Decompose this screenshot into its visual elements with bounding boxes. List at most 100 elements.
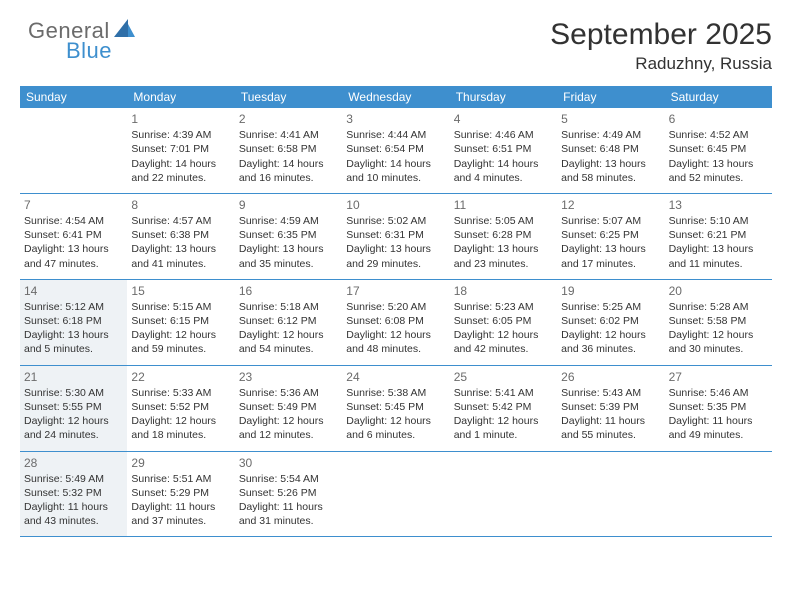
daylight-text: Daylight: 12 hours [346, 414, 445, 428]
calendar-cell-empty [342, 452, 449, 537]
calendar-cell: 1Sunrise: 4:39 AMSunset: 7:01 PMDaylight… [127, 108, 234, 193]
daylight-text: Daylight: 11 hours [669, 414, 768, 428]
day-number: 19 [561, 283, 660, 300]
day-number: 2 [239, 111, 338, 128]
day-number: 4 [454, 111, 553, 128]
daylight-text: Daylight: 13 hours [131, 242, 230, 256]
sunrise-text: Sunrise: 5:12 AM [24, 300, 123, 314]
sunset-text: Sunset: 5:58 PM [669, 314, 768, 328]
day-number: 16 [239, 283, 338, 300]
daylight-text: and 35 minutes. [239, 257, 338, 271]
sunrise-text: Sunrise: 4:41 AM [239, 128, 338, 142]
calendar-cell: 30Sunrise: 5:54 AMSunset: 5:26 PMDayligh… [235, 452, 342, 537]
sunset-text: Sunset: 6:12 PM [239, 314, 338, 328]
daylight-text: and 47 minutes. [24, 257, 123, 271]
logo-text-blue: Blue [66, 38, 136, 64]
day-number: 28 [24, 455, 123, 472]
sunset-text: Sunset: 5:29 PM [131, 486, 230, 500]
day-number: 30 [239, 455, 338, 472]
day-header: Wednesday [342, 86, 449, 108]
day-number: 1 [131, 111, 230, 128]
day-number: 22 [131, 369, 230, 386]
sunrise-text: Sunrise: 5:54 AM [239, 472, 338, 486]
sunrise-text: Sunrise: 5:43 AM [561, 386, 660, 400]
sunset-text: Sunset: 7:01 PM [131, 142, 230, 156]
sunrise-text: Sunrise: 5:38 AM [346, 386, 445, 400]
day-number: 27 [669, 369, 768, 386]
sunrise-text: Sunrise: 4:54 AM [24, 214, 123, 228]
sunset-text: Sunset: 6:48 PM [561, 142, 660, 156]
calendar-cell: 11Sunrise: 5:05 AMSunset: 6:28 PMDayligh… [450, 194, 557, 279]
calendar-cell: 21Sunrise: 5:30 AMSunset: 5:55 PMDayligh… [20, 366, 127, 451]
sunset-text: Sunset: 5:39 PM [561, 400, 660, 414]
daylight-text: Daylight: 12 hours [239, 414, 338, 428]
daylight-text: Daylight: 14 hours [454, 157, 553, 171]
daylight-text: Daylight: 12 hours [239, 328, 338, 342]
sunrise-text: Sunrise: 5:15 AM [131, 300, 230, 314]
calendar-cell: 8Sunrise: 4:57 AMSunset: 6:38 PMDaylight… [127, 194, 234, 279]
sunset-text: Sunset: 6:25 PM [561, 228, 660, 242]
day-number: 15 [131, 283, 230, 300]
sunrise-text: Sunrise: 5:51 AM [131, 472, 230, 486]
sunrise-text: Sunrise: 5:41 AM [454, 386, 553, 400]
calendar-cell: 4Sunrise: 4:46 AMSunset: 6:51 PMDaylight… [450, 108, 557, 193]
day-number: 18 [454, 283, 553, 300]
sunset-text: Sunset: 6:18 PM [24, 314, 123, 328]
day-header: Tuesday [235, 86, 342, 108]
day-number: 7 [24, 197, 123, 214]
daylight-text: and 55 minutes. [561, 428, 660, 442]
daylight-text: Daylight: 12 hours [454, 328, 553, 342]
daylight-text: and 54 minutes. [239, 342, 338, 356]
sunset-text: Sunset: 6:02 PM [561, 314, 660, 328]
daylight-text: Daylight: 12 hours [24, 414, 123, 428]
sunset-text: Sunset: 5:55 PM [24, 400, 123, 414]
sunset-text: Sunset: 5:45 PM [346, 400, 445, 414]
calendar-cell: 16Sunrise: 5:18 AMSunset: 6:12 PMDayligh… [235, 280, 342, 365]
daylight-text: Daylight: 13 hours [454, 242, 553, 256]
sunrise-text: Sunrise: 5:10 AM [669, 214, 768, 228]
sunrise-text: Sunrise: 4:44 AM [346, 128, 445, 142]
daylight-text: Daylight: 11 hours [239, 500, 338, 514]
calendar-cell: 18Sunrise: 5:23 AMSunset: 6:05 PMDayligh… [450, 280, 557, 365]
daylight-text: Daylight: 12 hours [561, 328, 660, 342]
daylight-text: Daylight: 13 hours [24, 242, 123, 256]
page-title: September 2025 [550, 18, 772, 52]
sunrise-text: Sunrise: 4:59 AM [239, 214, 338, 228]
calendar-cell: 3Sunrise: 4:44 AMSunset: 6:54 PMDaylight… [342, 108, 449, 193]
calendar-cell: 24Sunrise: 5:38 AMSunset: 5:45 PMDayligh… [342, 366, 449, 451]
daylight-text: and 36 minutes. [561, 342, 660, 356]
daylight-text: and 42 minutes. [454, 342, 553, 356]
sunset-text: Sunset: 5:35 PM [669, 400, 768, 414]
day-number: 5 [561, 111, 660, 128]
calendar-cell-empty [557, 452, 664, 537]
calendar-cell: 7Sunrise: 4:54 AMSunset: 6:41 PMDaylight… [20, 194, 127, 279]
daylight-text: and 6 minutes. [346, 428, 445, 442]
calendar-cell: 26Sunrise: 5:43 AMSunset: 5:39 PMDayligh… [557, 366, 664, 451]
sunset-text: Sunset: 6:21 PM [669, 228, 768, 242]
sunset-text: Sunset: 6:58 PM [239, 142, 338, 156]
calendar-cell-empty [665, 452, 772, 537]
sunrise-text: Sunrise: 5:36 AM [239, 386, 338, 400]
location-label: Raduzhny, Russia [550, 54, 772, 74]
daylight-text: Daylight: 12 hours [454, 414, 553, 428]
sunrise-text: Sunrise: 5:20 AM [346, 300, 445, 314]
calendar-cell: 10Sunrise: 5:02 AMSunset: 6:31 PMDayligh… [342, 194, 449, 279]
daylight-text: and 1 minute. [454, 428, 553, 442]
sunrise-text: Sunrise: 5:02 AM [346, 214, 445, 228]
daylight-text: and 30 minutes. [669, 342, 768, 356]
sunset-text: Sunset: 6:35 PM [239, 228, 338, 242]
calendar-cell: 19Sunrise: 5:25 AMSunset: 6:02 PMDayligh… [557, 280, 664, 365]
daylight-text: Daylight: 11 hours [24, 500, 123, 514]
day-number: 8 [131, 197, 230, 214]
calendar-cell: 14Sunrise: 5:12 AMSunset: 6:18 PMDayligh… [20, 280, 127, 365]
day-number: 24 [346, 369, 445, 386]
daylight-text: Daylight: 12 hours [131, 414, 230, 428]
calendar-cell-empty [450, 452, 557, 537]
calendar-cell: 23Sunrise: 5:36 AMSunset: 5:49 PMDayligh… [235, 366, 342, 451]
sunrise-text: Sunrise: 5:25 AM [561, 300, 660, 314]
daylight-text: Daylight: 14 hours [346, 157, 445, 171]
daylight-text: and 52 minutes. [669, 171, 768, 185]
calendar-cell: 5Sunrise: 4:49 AMSunset: 6:48 PMDaylight… [557, 108, 664, 193]
calendar-cell: 13Sunrise: 5:10 AMSunset: 6:21 PMDayligh… [665, 194, 772, 279]
sunset-text: Sunset: 6:38 PM [131, 228, 230, 242]
